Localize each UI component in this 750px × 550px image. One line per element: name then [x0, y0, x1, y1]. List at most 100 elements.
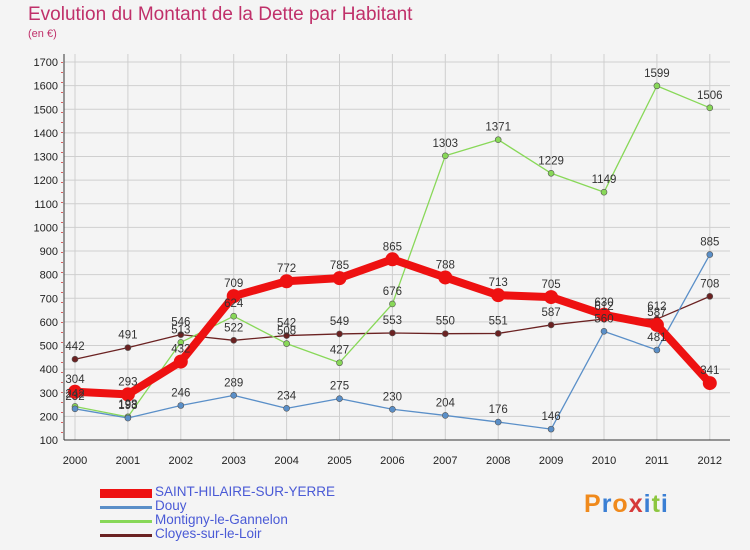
data-label: 550	[436, 316, 455, 328]
data-point	[600, 328, 608, 335]
data-point	[706, 104, 714, 112]
data-point	[547, 169, 555, 177]
x-tick-label: 2006	[380, 455, 404, 467]
data-label: 442	[65, 341, 84, 353]
data-label: 772	[277, 263, 296, 275]
data-label: 289	[224, 377, 243, 389]
data-point	[177, 339, 185, 346]
data-point	[177, 331, 185, 338]
x-tick-label: 2004	[274, 455, 298, 467]
data-label: 546	[171, 317, 190, 329]
data-label: 553	[383, 315, 402, 327]
legend-label: Douy	[155, 498, 187, 513]
data-point	[177, 402, 185, 409]
data-point	[124, 344, 132, 351]
data-label: 885	[700, 237, 719, 249]
data-point	[68, 384, 82, 399]
data-point	[491, 288, 506, 303]
data-label: 513	[171, 324, 190, 336]
data-point	[283, 405, 290, 412]
data-point	[649, 317, 664, 332]
data-point	[547, 321, 555, 329]
data-point	[653, 82, 661, 90]
data-label: 587	[647, 307, 666, 319]
data-point	[283, 340, 290, 347]
data-label: 275	[330, 381, 349, 393]
data-label: 304	[65, 374, 85, 386]
legend-label: SAINT-HILAIRE-SUR-YERRE	[155, 484, 336, 499]
data-point	[706, 251, 714, 258]
data-label: 865	[383, 241, 402, 253]
data-label: 198	[118, 399, 137, 411]
proxiti-logo: Proxiti	[584, 490, 669, 519]
data-label: 481	[647, 332, 666, 344]
data-label: 293	[118, 376, 137, 388]
chart-subtitle: (en €)	[28, 28, 57, 40]
data-label: 146	[542, 411, 561, 423]
y-tick-label: 100	[40, 435, 58, 447]
y-tick-label: 200	[40, 411, 58, 423]
y-tick-label: 400	[40, 364, 58, 376]
y-tick-label: 1500	[34, 104, 58, 116]
data-point	[336, 359, 343, 367]
y-tick-label: 700	[40, 293, 58, 305]
y-tick-label: 300	[40, 388, 58, 400]
y-tick-label: 1400	[34, 128, 58, 140]
data-label: 785	[330, 260, 349, 272]
data-label: 1303	[433, 138, 459, 150]
y-tick-label: 500	[40, 341, 58, 353]
data-point	[230, 312, 237, 320]
y-tick-label: 1700	[34, 57, 58, 69]
data-point	[706, 293, 714, 300]
x-tick-label: 2010	[592, 455, 616, 467]
data-point	[702, 376, 717, 391]
data-label: 1599	[644, 68, 670, 80]
data-point	[441, 330, 449, 337]
logo-letter: P	[584, 490, 602, 518]
logo-letter: x	[628, 490, 644, 518]
data-label: 676	[383, 286, 402, 298]
y-tick-label: 1600	[34, 81, 58, 93]
data-point	[173, 354, 188, 369]
y-tick-label: 600	[40, 317, 58, 329]
data-point	[441, 412, 449, 419]
data-label: 705	[542, 279, 561, 291]
x-tick-label: 2002	[169, 455, 193, 467]
data-label: 542	[277, 318, 296, 330]
x-tick-label: 2001	[116, 455, 140, 467]
data-point	[230, 337, 237, 344]
data-label: 341	[700, 365, 719, 377]
data-label: 1506	[697, 90, 723, 102]
data-label: 508	[277, 326, 296, 338]
data-point	[600, 188, 608, 196]
x-tick-label: 2003	[221, 455, 245, 467]
data-label: 612	[594, 301, 613, 313]
y-tick-label: 1300	[34, 152, 58, 164]
x-tick-label: 2012	[698, 455, 722, 467]
data-point	[71, 355, 79, 363]
legend-swatch	[100, 534, 152, 537]
logo-letter: o	[612, 490, 629, 518]
data-label: 709	[224, 278, 243, 290]
data-point	[653, 346, 661, 354]
logo-letter: r	[601, 490, 613, 518]
data-label: 560	[594, 313, 613, 325]
data-label: 551	[489, 315, 508, 327]
legend-swatch	[100, 489, 152, 498]
data-label: 1371	[485, 122, 511, 134]
y-tick-label: 900	[40, 246, 58, 258]
data-point	[547, 425, 555, 433]
data-point	[494, 330, 502, 337]
data-point	[438, 270, 453, 285]
y-tick-label: 800	[40, 270, 58, 282]
data-point	[332, 271, 347, 286]
data-label: 522	[224, 322, 243, 334]
x-tick-label: 2008	[486, 455, 510, 467]
x-tick-label: 2005	[327, 455, 351, 467]
data-point	[279, 274, 294, 289]
data-point	[544, 290, 559, 305]
data-label: 708	[700, 278, 719, 290]
data-point	[124, 414, 132, 422]
x-tick-label: 2009	[539, 455, 563, 467]
chart-title: Evolution du Montant de la Dette par Hab…	[28, 4, 413, 25]
